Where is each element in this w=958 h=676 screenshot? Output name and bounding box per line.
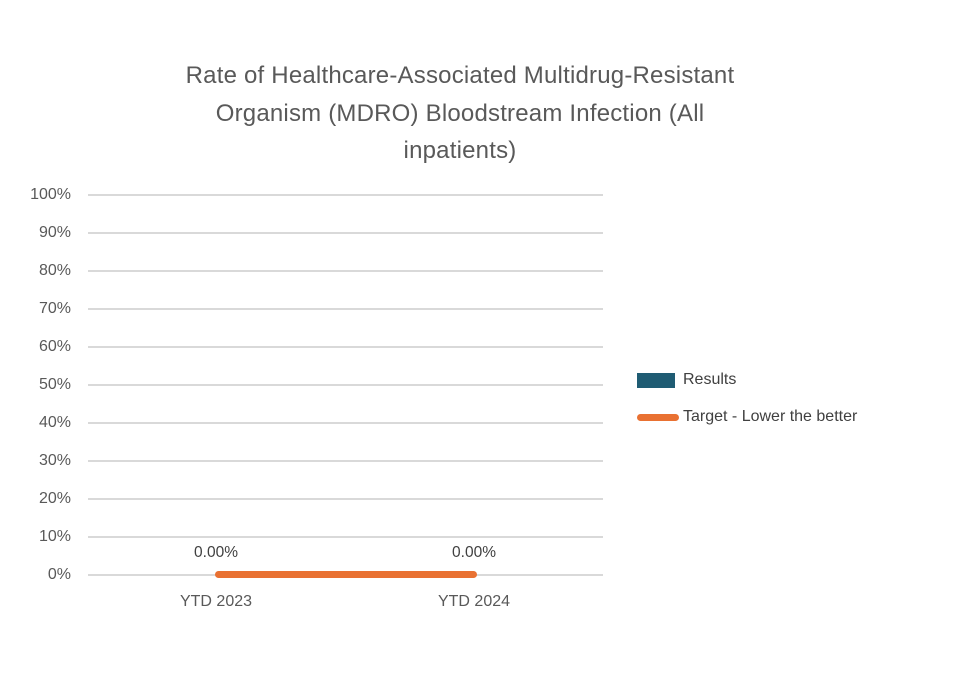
gridline — [88, 422, 603, 424]
target-swatch-box — [637, 413, 683, 421]
legend-label-results: Results — [683, 371, 737, 388]
y-axis-tick-label: 20% — [38, 490, 71, 507]
legend-label-target: Target - Lower the better — [683, 408, 858, 425]
y-axis-tick-label: 90% — [38, 224, 71, 241]
gridline — [88, 346, 603, 348]
y-axis-tick-label: 0% — [47, 566, 71, 583]
y-axis-tick-label: 60% — [38, 338, 71, 355]
chart-title-line-2: Organism (MDRO) Bloodstream Infection (A… — [215, 99, 705, 127]
y-axis-tick-label: 40% — [38, 414, 71, 431]
target-line-series — [215, 571, 477, 578]
chart-title-line-1: Rate of Healthcare-Associated Multidrug-… — [185, 62, 735, 89]
gridline — [88, 232, 603, 234]
results-legend-swatch — [637, 372, 675, 388]
x-axis-label-ytd-2023: YTD 2023 — [179, 593, 253, 610]
gridline — [88, 384, 603, 386]
chart-title-line-3: inpatients) — [403, 137, 517, 164]
y-axis-tick-label: 30% — [38, 452, 71, 469]
y-axis-tick-label: 100% — [30, 186, 71, 203]
gridline — [88, 498, 603, 500]
chart-title: Rate of Healthcare-Associated Multidrug-… — [60, 57, 860, 170]
y-axis-tick-label: 80% — [38, 262, 71, 279]
target-legend-swatch — [637, 413, 679, 421]
gridline — [88, 270, 603, 272]
results-swatch-box — [637, 372, 683, 388]
y-axis-tick-label: 50% — [38, 376, 71, 393]
data-label-ytd-2024: 0.00% — [452, 544, 496, 561]
y-axis-tick-label: 10% — [38, 528, 71, 545]
x-axis-label-ytd-2024: YTD 2024 — [437, 593, 511, 610]
gridline — [88, 308, 603, 310]
gridline — [88, 536, 603, 538]
data-label-ytd-2023: 0.00% — [194, 544, 238, 561]
gridline — [88, 460, 603, 462]
y-axis-tick-label: 70% — [38, 300, 71, 317]
legend-item-results: Results — [637, 368, 736, 392]
legend-item-target: Target - Lower the better — [637, 405, 857, 429]
gridline — [88, 194, 603, 196]
